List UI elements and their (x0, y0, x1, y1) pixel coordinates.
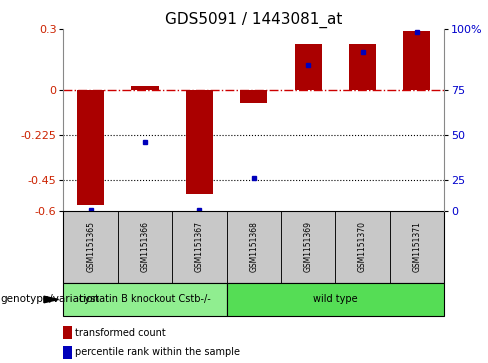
Text: transformed count: transformed count (75, 327, 165, 338)
Text: percentile rank within the sample: percentile rank within the sample (75, 347, 240, 357)
Text: GSM1151367: GSM1151367 (195, 221, 204, 272)
Bar (240, 90, 267, 103)
Bar (131, 86, 159, 90)
Bar (77, 90, 104, 205)
Bar (118, 211, 172, 283)
Bar (63, 211, 118, 283)
Bar (295, 44, 322, 90)
Text: GSM1151371: GSM1151371 (412, 221, 422, 272)
Bar (281, 211, 335, 283)
Bar (226, 211, 281, 283)
Text: GSM1151365: GSM1151365 (86, 221, 95, 272)
Text: GSM1151369: GSM1151369 (304, 221, 313, 272)
Text: GSM1151370: GSM1151370 (358, 221, 367, 272)
Text: wild type: wild type (313, 294, 358, 305)
Polygon shape (44, 296, 59, 303)
Bar (63, 326, 72, 339)
Bar (63, 346, 72, 359)
Bar (403, 31, 430, 90)
Title: GDS5091 / 1443081_at: GDS5091 / 1443081_at (165, 12, 343, 28)
Bar (335, 211, 390, 283)
Bar (349, 44, 376, 90)
Bar (63, 283, 226, 316)
Bar (390, 211, 444, 283)
Bar (172, 211, 226, 283)
Bar (186, 90, 213, 195)
Text: cystatin B knockout Cstb-/-: cystatin B knockout Cstb-/- (79, 294, 211, 305)
Bar (226, 283, 444, 316)
Text: GSM1151366: GSM1151366 (141, 221, 149, 272)
Text: genotype/variation: genotype/variation (0, 294, 99, 305)
Text: GSM1151368: GSM1151368 (249, 221, 258, 272)
